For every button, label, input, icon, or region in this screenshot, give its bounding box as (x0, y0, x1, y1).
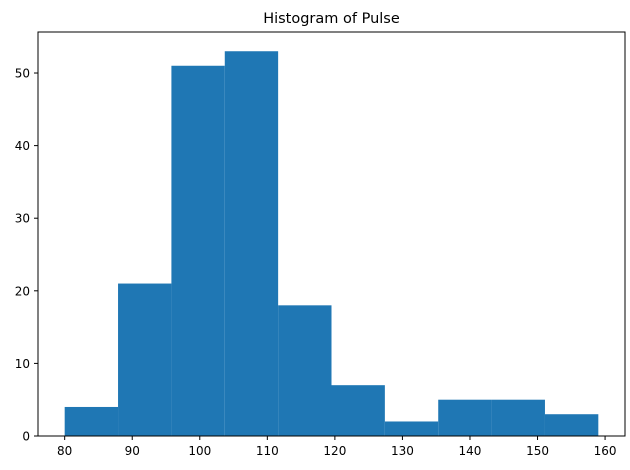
x-axis-ticks: 80 90 100 110 120 130 140 150 160 (57, 436, 617, 458)
histogram-bar-4 (278, 305, 332, 436)
y-axis-ticks: 0 10 20 30 40 50 (15, 67, 38, 444)
y-tick-label: 40 (15, 139, 30, 153)
x-tick-label: 110 (256, 444, 279, 458)
x-tick-label: 150 (526, 444, 549, 458)
histogram-bar-5 (331, 385, 385, 436)
x-tick-label: 130 (391, 444, 414, 458)
x-tick-label: 140 (459, 444, 482, 458)
x-tick-label: 90 (125, 444, 140, 458)
histogram-bar-9 (544, 414, 599, 436)
histogram-bar-8 (491, 399, 545, 436)
y-tick-label: 30 (15, 212, 30, 226)
chart-title: Histogram of Pulse (263, 11, 400, 27)
bars-group (64, 51, 599, 436)
y-tick-label: 0 (22, 430, 30, 444)
histogram-bar-2 (171, 65, 225, 436)
y-tick-label: 10 (15, 357, 30, 371)
y-tick-label: 20 (15, 284, 30, 298)
x-tick-label: 160 (594, 444, 617, 458)
y-tick-label: 50 (15, 67, 30, 81)
histogram-bar-0 (64, 406, 119, 436)
x-tick-label: 80 (57, 444, 72, 458)
x-tick-label: 100 (188, 444, 211, 458)
histogram-bar-7 (438, 399, 492, 436)
histogram-bar-3 (224, 51, 279, 436)
plot-frame (37, 31, 626, 437)
histogram-bar-6 (384, 421, 439, 436)
histogram-bar-1 (118, 283, 172, 436)
x-tick-label: 120 (323, 444, 346, 458)
